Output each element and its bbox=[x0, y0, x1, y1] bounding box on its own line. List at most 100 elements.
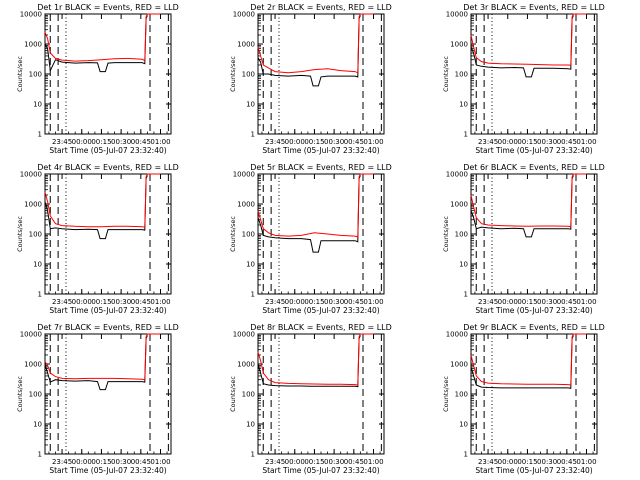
x-tick-label: 23:45 bbox=[478, 458, 498, 466]
lld-series-line bbox=[44, 173, 161, 228]
x-axis-label: Start Time (05-Jul-07 23:32:40) bbox=[475, 146, 592, 155]
events-series-line bbox=[470, 175, 574, 238]
y-tick-label: 1000 bbox=[24, 201, 42, 209]
panel-2: Det 2r BLACK = Events, RED = LLD 1 10 100 10… bbox=[229, 3, 392, 155]
panel-title: Det 8r BLACK = Events, RED = LLD bbox=[250, 323, 392, 332]
events-series-line bbox=[44, 15, 148, 73]
panel-5: Det 5r BLACK = Events, RED = LLD 1 10 100 10… bbox=[229, 163, 392, 315]
x-tick-label: 01:00 bbox=[363, 298, 383, 306]
x-tick-label: 00:15 bbox=[304, 458, 324, 466]
y-tick-label: 10 bbox=[246, 421, 255, 429]
x-tick-label: 00:15 bbox=[517, 138, 537, 146]
x-axis-label: Start Time (05-Jul-07 23:32:40) bbox=[49, 146, 166, 155]
x-tick-label: 01:00 bbox=[576, 298, 596, 306]
x-tick-label: 00:30 bbox=[324, 298, 344, 306]
y-tick-label: 100 bbox=[29, 71, 42, 79]
x-tick-label: 00:45 bbox=[131, 298, 151, 306]
y-tick-label: 100 bbox=[455, 71, 468, 79]
x-tick-label: 00:30 bbox=[111, 458, 131, 466]
y-tick-label: 10 bbox=[459, 261, 468, 269]
x-tick-label: 00:00 bbox=[72, 298, 92, 306]
x-tick-label: 00:00 bbox=[285, 458, 305, 466]
x-tick-label: 00:00 bbox=[72, 458, 92, 466]
x-tick-label: 01:00 bbox=[576, 458, 596, 466]
lld-series-line bbox=[470, 333, 587, 386]
y-tick-label: 10 bbox=[246, 261, 255, 269]
panel-1: Det 1r BLACK = Events, RED = LLD 1 10 100 10… bbox=[16, 3, 179, 155]
y-tick-label: 1000 bbox=[237, 361, 255, 369]
events-series-line bbox=[470, 15, 574, 78]
y-tick-label: 1 bbox=[251, 291, 255, 299]
plot-frame bbox=[44, 333, 172, 455]
y-axis-label: Counts/sec bbox=[16, 56, 24, 92]
x-tick-label: 01:00 bbox=[150, 138, 170, 146]
x-tick-label: 23:45 bbox=[265, 298, 285, 306]
x-tick-label: 00:30 bbox=[537, 298, 557, 306]
y-tick-label: 100 bbox=[242, 391, 255, 399]
y-tick-label: 100 bbox=[455, 391, 468, 399]
panel-8: Det 8r BLACK = Events, RED = LLD 1 10 100 10… bbox=[229, 323, 392, 475]
x-axis-label: Start Time (05-Jul-07 23:32:40) bbox=[262, 146, 379, 155]
y-tick-label: 1 bbox=[464, 291, 468, 299]
x-axis-label: Start Time (05-Jul-07 23:32:40) bbox=[475, 466, 592, 475]
y-tick-label: 100 bbox=[242, 71, 255, 79]
y-tick-label: 1 bbox=[464, 131, 468, 139]
x-tick-label: 01:00 bbox=[576, 138, 596, 146]
events-series-line bbox=[44, 175, 148, 240]
x-tick-label: 23:45 bbox=[52, 458, 72, 466]
x-tick-label: 01:00 bbox=[363, 458, 383, 466]
y-tick-label: 1000 bbox=[450, 361, 468, 369]
y-tick-label: 10000 bbox=[233, 11, 255, 19]
events-series-line bbox=[257, 335, 361, 388]
panel-9: Det 9r BLACK = Events, RED = LLD 1 10 100 10… bbox=[442, 323, 605, 475]
x-tick-label: 00:15 bbox=[304, 138, 324, 146]
panel-title: Det 1r BLACK = Events, RED = LLD bbox=[37, 3, 179, 12]
panel-title: Det 2r BLACK = Events, RED = LLD bbox=[250, 3, 392, 12]
panel-title: Det 3r BLACK = Events, RED = LLD bbox=[463, 3, 605, 12]
plot-frame bbox=[257, 13, 385, 135]
lld-series-line bbox=[257, 173, 374, 238]
panel-3: Det 3r BLACK = Events, RED = LLD 1 10 100 10… bbox=[442, 3, 605, 155]
x-tick-label: 00:00 bbox=[498, 458, 518, 466]
y-axis-label: Counts/sec bbox=[16, 216, 24, 252]
lld-series-line bbox=[257, 333, 374, 386]
y-tick-label: 10000 bbox=[233, 331, 255, 339]
x-tick-label: 00:00 bbox=[498, 298, 518, 306]
panel-title: Det 6r BLACK = Events, RED = LLD bbox=[463, 163, 605, 172]
x-tick-label: 00:45 bbox=[131, 138, 151, 146]
y-tick-label: 1000 bbox=[24, 41, 42, 49]
y-tick-label: 10 bbox=[246, 101, 255, 109]
y-axis-label: Counts/sec bbox=[16, 376, 24, 412]
y-tick-label: 10 bbox=[459, 421, 468, 429]
x-tick-label: 23:45 bbox=[265, 138, 285, 146]
x-axis-label: Start Time (05-Jul-07 23:32:40) bbox=[262, 306, 379, 315]
x-tick-label: 00:00 bbox=[285, 298, 305, 306]
x-tick-label: 23:45 bbox=[478, 298, 498, 306]
panel-title: Det 7r BLACK = Events, RED = LLD bbox=[37, 323, 179, 332]
lld-series-line bbox=[257, 13, 374, 74]
y-tick-label: 100 bbox=[242, 231, 255, 239]
x-tick-label: 00:15 bbox=[91, 298, 111, 306]
y-tick-label: 10 bbox=[459, 101, 468, 109]
plot-frame bbox=[470, 333, 598, 455]
x-tick-label: 00:45 bbox=[131, 458, 151, 466]
y-tick-label: 100 bbox=[29, 231, 42, 239]
plot-frame bbox=[44, 173, 172, 295]
y-tick-label: 100 bbox=[455, 231, 468, 239]
y-axis-label: Counts/sec bbox=[442, 376, 450, 412]
y-axis-label: Counts/sec bbox=[229, 216, 237, 252]
y-tick-label: 1 bbox=[251, 131, 255, 139]
x-tick-label: 00:45 bbox=[344, 138, 364, 146]
lld-series-line bbox=[470, 173, 587, 228]
plot-frame bbox=[44, 13, 172, 135]
y-tick-label: 1 bbox=[38, 451, 42, 459]
x-tick-label: 23:45 bbox=[478, 138, 498, 146]
y-tick-label: 10000 bbox=[233, 171, 255, 179]
panel-6: Det 6r BLACK = Events, RED = LLD 1 10 100 10… bbox=[442, 163, 605, 315]
y-tick-label: 1 bbox=[464, 451, 468, 459]
y-tick-label: 10000 bbox=[20, 11, 42, 19]
x-axis-label: Start Time (05-Jul-07 23:32:40) bbox=[49, 306, 166, 315]
panel-7: Det 7r BLACK = Events, RED = LLD 1 10 100 10… bbox=[16, 323, 179, 475]
panel-title: Det 4r BLACK = Events, RED = LLD bbox=[37, 163, 179, 172]
